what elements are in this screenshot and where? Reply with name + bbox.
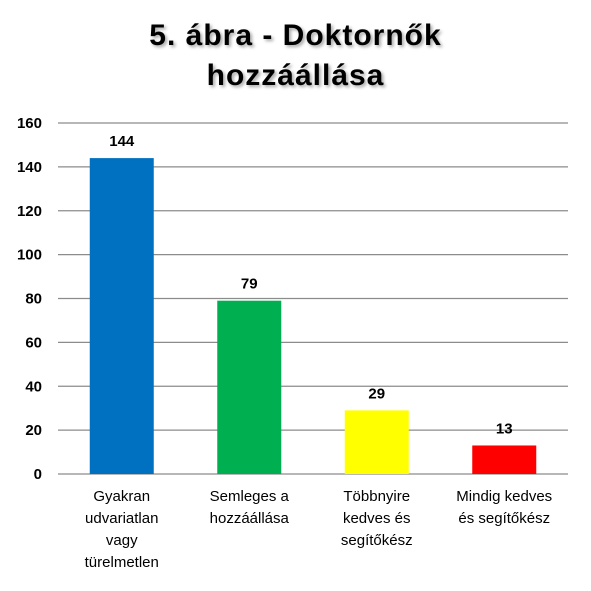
x-tick-label-3-line-1: Többnyire [343,488,410,505]
bar-3 [344,410,409,474]
y-tick-label-0: 0 [34,466,42,483]
x-tick-label-4-line-1: Mindig kedves [456,488,552,505]
x-tick-label-2-line-2: hozzáállása [210,510,290,527]
chart-title: 5. ábra - Doktornők hozzáállása [0,16,591,96]
data-label-3: 29 [368,385,385,402]
x-tick-label-2-line-1: Semleges a [210,488,290,505]
y-tick-label-80: 80 [25,291,42,308]
y-tick-label-100: 100 [17,247,42,264]
bars [89,158,537,474]
x-tick-label-1-line-4: türelmetlen [85,554,159,571]
bar-1 [89,158,154,474]
bar-4 [472,445,537,474]
data-label-4: 13 [496,420,513,437]
x-tick-label-4-line-2: és segítőkész [458,510,550,527]
x-tick-label-1-line-1: Gyakran [93,488,150,505]
y-tick-label-20: 20 [25,422,42,439]
y-tick-label-60: 60 [25,334,42,351]
chart-title-line-2: hozzáállása [206,59,385,92]
x-tick-label-1-line-3: vagy [106,532,138,549]
x-tick-label-1-line-2: udvariatlan [85,510,158,527]
y-tick-label-40: 40 [25,378,42,395]
labels: 0 20 40 60 80 100 120 140 160 144 Gyakran udvariatl… [17,115,552,571]
data-label-2: 79 [241,276,258,293]
data-label-1: 144 [109,133,135,150]
chart-title-line-1: 5. ábra - Doktornők [149,19,442,52]
y-tick-label-120: 120 [17,203,42,220]
x-tick-label-3-line-2: kedves és [343,510,411,527]
y-tick-label-140: 140 [17,159,42,176]
y-tick-label-160: 160 [17,115,42,132]
x-tick-label-3-line-3: segítőkész [341,532,413,549]
bar-2 [217,300,282,474]
